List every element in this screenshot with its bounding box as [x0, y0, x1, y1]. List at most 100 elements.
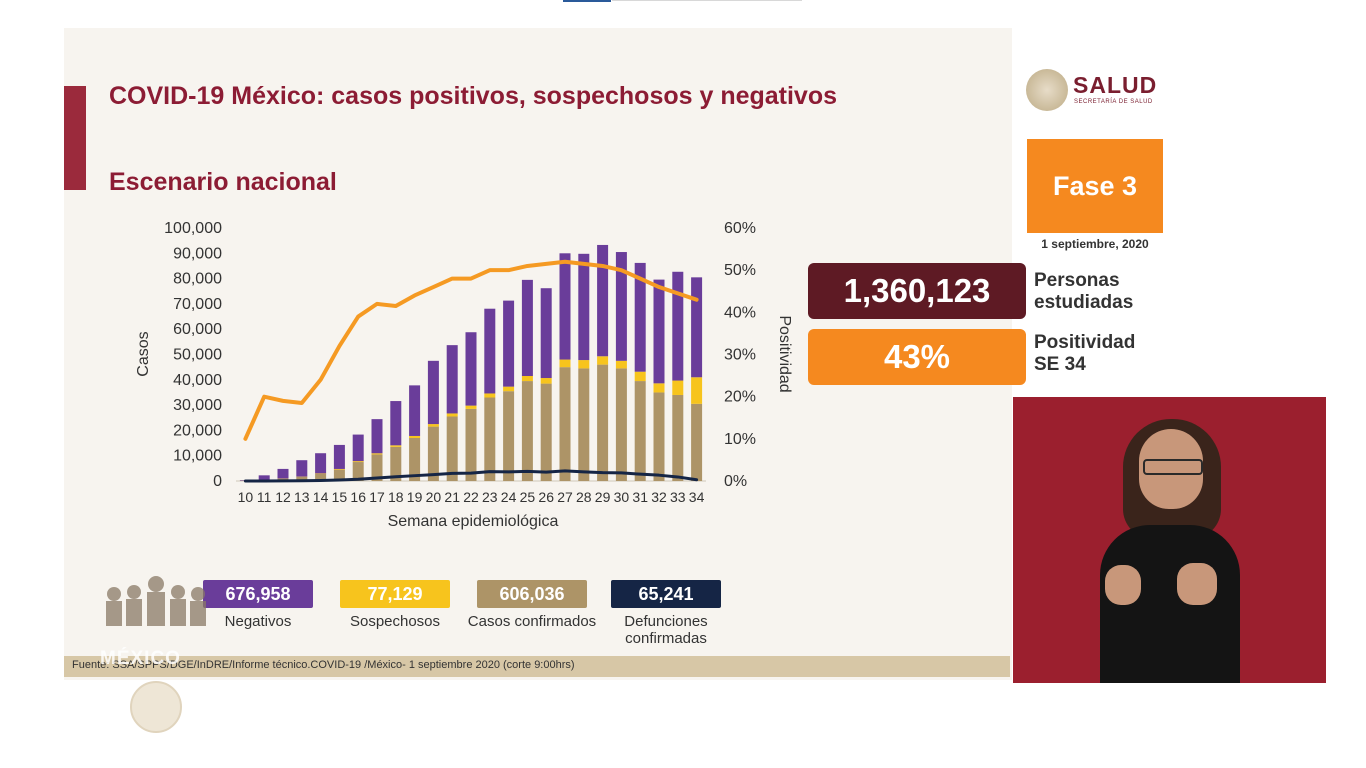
bar-negativos [597, 244, 609, 357]
bar-negativos [521, 279, 533, 377]
bar-casos-confirmados [296, 476, 308, 481]
bar-casos-confirmados [352, 462, 364, 481]
bar-sospechosos [427, 424, 439, 427]
x-tick-label: 31 [632, 489, 648, 505]
y-tick-label: 0 [213, 473, 222, 490]
chart-bars [239, 244, 703, 481]
bar-negativos [258, 475, 270, 480]
bar-sospechosos [597, 356, 609, 365]
x-tick-label: 12 [275, 489, 291, 505]
y-tick-label: 80,000 [173, 271, 222, 288]
bar-negativos [691, 277, 703, 378]
salud-logo-text: SALUD [1073, 72, 1158, 98]
y-tick-label: 10,000 [173, 448, 222, 465]
x-tick-label: 28 [576, 489, 592, 505]
bar-sospechosos [615, 360, 627, 369]
y-tick-label: 30,000 [173, 397, 222, 414]
bar-sospechosos [371, 453, 383, 455]
slide-subtitle: Escenario nacional [109, 168, 337, 196]
bar-negativos [672, 271, 684, 381]
bar-casos-confirmados [390, 446, 402, 481]
bar-sospechosos [653, 383, 665, 393]
bar-negativos [653, 279, 665, 384]
top-progress-track [612, 0, 802, 1]
legend-negativos-label: Negativos [224, 613, 292, 630]
mexico-seal-icon [130, 681, 182, 733]
legend-negativos-value: 676,958 [203, 580, 313, 608]
salud-seal-icon [1026, 69, 1068, 111]
bar-sospechosos [691, 377, 703, 404]
bar-sospechosos [446, 413, 458, 417]
bar-negativos [540, 288, 552, 379]
y2-tick-label: 0% [724, 473, 747, 490]
bar-negativos [484, 308, 496, 394]
y-tick-label: 90,000 [173, 245, 222, 262]
x-tick-label: 19 [407, 489, 423, 505]
x-tick-label: 17 [369, 489, 385, 505]
x-tick-label: 25 [520, 489, 536, 505]
y2-tick-label: 50% [724, 262, 756, 279]
x-tick-label: 33 [670, 489, 686, 505]
bar-negativos [427, 360, 439, 425]
bar-sospechosos [578, 360, 590, 369]
bar-sospechosos [503, 386, 515, 392]
x-tick-label: 32 [651, 489, 667, 505]
bar-casos-confirmados [672, 394, 684, 481]
y-tick-label: 20,000 [173, 422, 222, 439]
bar-negativos [634, 262, 646, 372]
fase-badge: Fase 3 [1027, 139, 1163, 233]
bar-sospechosos [390, 445, 402, 447]
bar-casos-confirmados [521, 381, 533, 481]
bar-casos-confirmados [446, 416, 458, 481]
bar-casos-confirmados [409, 437, 421, 481]
legend-confirmados-label: Casos confirmados [467, 613, 597, 630]
bar-negativos [296, 460, 308, 477]
bar-negativos [615, 252, 627, 361]
x-tick-label: 24 [501, 489, 517, 505]
interpreter-face [1139, 429, 1203, 509]
bar-negativos [333, 444, 345, 469]
bar-casos-confirmados [484, 397, 496, 481]
leaders-illustration-icon [106, 576, 206, 626]
bar-sospechosos [672, 380, 684, 395]
x-axis-ticks: 10 11 12 13 14 15 16 17 18 19 20 21 22 23 24 25 26 27 28 29… [238, 489, 705, 505]
bar-casos-confirmados [691, 403, 703, 481]
footer-bar [64, 656, 1010, 677]
report-date: 1 septiembre, 2020 [1041, 237, 1149, 251]
x-tick-label: 18 [388, 489, 404, 505]
glasses-icon [1143, 459, 1203, 475]
bar-negativos [446, 345, 458, 414]
legend-sospechosos-label: Sospechosos [349, 613, 441, 630]
x-tick-label: 11 [257, 489, 272, 505]
cases-chart: 0 10,000 20,000 30,000 40,000 50,000 60,000 70,… [135, 220, 793, 530]
top-progress-bar [563, 0, 611, 2]
y2-tick-label: 10% [724, 431, 756, 448]
y2-tick-label: 40% [724, 304, 756, 321]
x-axis-label: Semana epidemiológica [388, 513, 559, 530]
bar-sospechosos [634, 371, 646, 382]
y-axis-label: Casos [135, 331, 152, 376]
bar-sospechosos [333, 468, 345, 470]
y2-tick-label: 30% [724, 347, 756, 364]
y-tick-label: 60,000 [173, 321, 222, 338]
sign-language-interpreter-video [1013, 397, 1326, 683]
x-tick-label: 34 [689, 489, 705, 505]
bar-casos-confirmados [465, 408, 477, 481]
x-tick-label: 21 [444, 489, 460, 505]
hand-icon [1105, 565, 1141, 605]
gobierno-mexico-logo: MÉXICO [100, 648, 181, 669]
y-tick-label: 50,000 [173, 347, 222, 364]
legend-defunciones-label: Defunciones confirmadas [624, 613, 708, 647]
x-tick-label: 27 [557, 489, 573, 505]
slide-title: COVID-19 México: casos positivos, sospec… [109, 82, 838, 110]
y2-tick-label: 60% [724, 220, 756, 237]
bar-casos-confirmados [371, 454, 383, 481]
bar-negativos [465, 332, 477, 406]
bar-casos-confirmados [315, 473, 327, 481]
positividad-value: 43% [808, 329, 1026, 385]
line-defunciones-confirmadas [243, 469, 699, 483]
bar-sospechosos [559, 359, 571, 368]
y2-axis-ticks: 0% 10% 20% 30% 40% 50% 60% [724, 220, 756, 490]
y2-axis-label: Positividad [776, 315, 793, 392]
bar-casos-confirmados [597, 364, 609, 481]
